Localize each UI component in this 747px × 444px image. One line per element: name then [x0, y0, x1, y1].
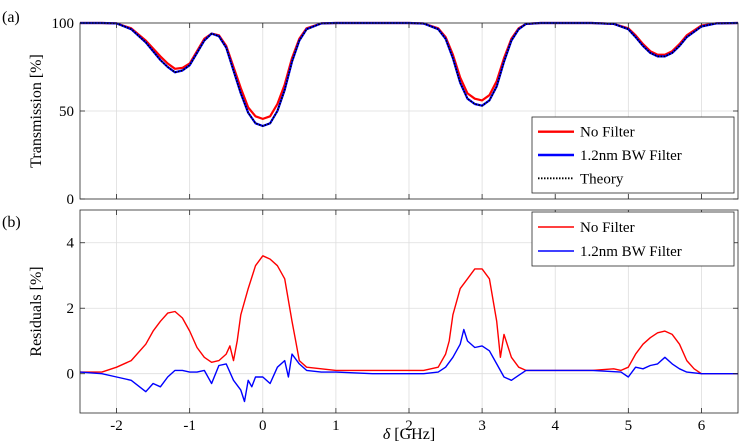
legend: No Filter 1.2nm BW Filter Theory [531, 116, 735, 194]
legend-label: No Filter [580, 220, 635, 236]
legend: No Filter 1.2nm BW Filter [531, 211, 735, 267]
x-tick-label: 1 [332, 418, 340, 434]
x-tick-label: 0 [259, 418, 267, 434]
x-tick-label: -1 [183, 418, 196, 434]
y-tick-label: 50 [59, 104, 74, 120]
panel-a-transmission: 0 50 100 Transmission [%] (a) No Filter 1.2nm … [2, 9, 739, 208]
x-tick-label: -2 [110, 418, 123, 434]
y-tick-label: 0 [67, 367, 75, 383]
x-tick-label: 2 [405, 418, 413, 434]
x-axis-label: δ [GHz] [383, 426, 435, 443]
x-tick-label: 4 [551, 418, 559, 434]
x-tick-label: 3 [478, 418, 486, 434]
y-tick-label: 2 [67, 301, 75, 317]
legend-label: No Filter [580, 125, 635, 141]
panel-b-residuals: 0 2 4 -2 -1 0 1 2 3 4 5 6 Residuals [%] (b) No Filter 1… [2, 209, 739, 434]
x-tick-label: 6 [698, 418, 706, 434]
legend-label: 1.2nm BW Filter [580, 244, 682, 260]
series-line-2 [79, 328, 738, 403]
legend-box [531, 211, 735, 267]
series-line-1 [80, 255, 738, 375]
panel-label: (a) [2, 9, 20, 26]
x-tick-label: 5 [625, 418, 633, 434]
legend-label: 1.2nm BW Filter [580, 148, 682, 164]
panel-label: (b) [2, 214, 21, 231]
y-tick-label: 0 [67, 192, 75, 208]
y-axis-label: Residuals [%] [28, 266, 45, 356]
legend-label: Theory [580, 171, 624, 187]
y-tick-label: 4 [67, 236, 75, 252]
y-tick-label: 100 [52, 16, 75, 32]
y-axis-label: Transmission [%] [28, 54, 45, 168]
